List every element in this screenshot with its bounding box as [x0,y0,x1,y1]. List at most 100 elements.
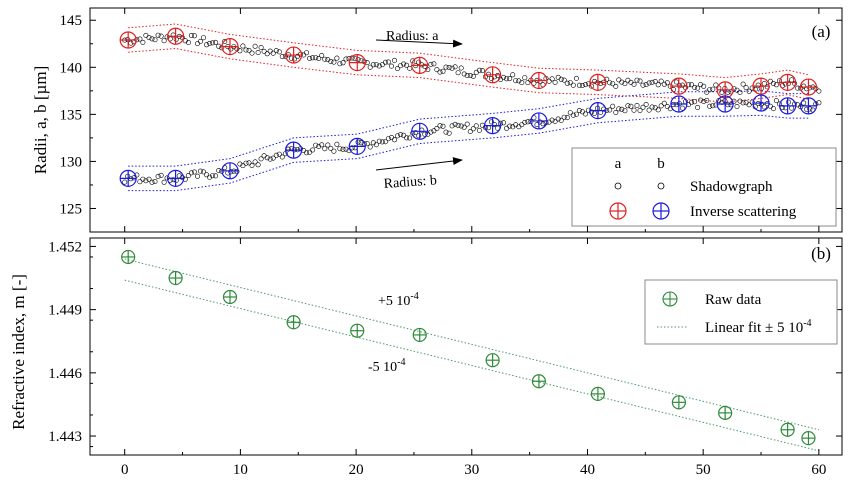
x-tick-label: 20 [349,462,364,478]
panel-b-y-tick-label: 1.446 [48,366,82,382]
shadowgraph-point-b [652,105,658,111]
raw-data-point [780,422,795,437]
radius-a-annotation: Radius: a [386,29,439,44]
shadowgraph-point-b [331,148,337,154]
shadowgraph-point-b [379,139,385,145]
panel-a-y-tick-label: 125 [60,201,83,217]
shadowgraph-point-a [455,70,461,76]
shadowgraph-point-b [376,138,382,144]
shadowgraph-point-b [413,130,419,136]
shadowgraph-point-b [313,142,319,148]
raw-data-point [590,386,605,402]
legend-shadowgraph-a-marker [614,182,622,190]
shadowgraph-point-a [516,78,522,84]
legend-col-b: b [657,156,665,172]
raw-data-point [350,323,365,338]
shadowgraph-point-b [204,172,210,178]
shadowgraph-point-a [634,77,640,83]
shadowgraph-point-a [155,32,161,38]
shadowgraph-point-b [328,145,334,151]
shadowgraph-point-b [640,104,646,110]
shadowgraph-point-a [149,36,155,42]
shadowgraph-point-a [679,82,685,88]
inverse-a-point [411,56,429,75]
shadowgraph-point-b [449,123,455,129]
shadowgraph-point-a [328,58,334,64]
shadowgraph-point-b [355,139,361,145]
shadowgraph-point-a [573,75,579,81]
shadowgraph-point-a [549,76,555,82]
shadowgraph-point-a [625,77,631,83]
shadowgraph-point-a [319,52,325,58]
shadowgraph-point-a [546,78,552,84]
shadowgraph-point-a [582,82,588,88]
shadowgraph-point-a [755,82,761,88]
inverse-b-point [530,112,548,130]
shadowgraph-point-a [140,39,146,45]
shadowgraph-point-a [801,83,807,89]
shadowgraph-point-b [507,123,513,129]
shadowgraph-point-b [270,155,276,161]
shadowgraph-point-a [246,47,252,53]
shadowgraph-point-a [291,56,297,62]
shadowgraph-point-b [149,179,155,185]
shadowgraph-point-b [304,150,310,156]
shadowgraph-point-a [331,59,337,65]
radius-b-arrow [375,157,463,171]
legend-fit-label: Linear fit ± 5 10-4 [705,318,812,336]
shadowgraph-point-b [631,107,637,113]
shadowgraph-point-b [540,121,546,127]
shadowgraph-point-b [207,174,213,180]
shadowgraph-point-a [495,73,501,79]
shadowgraph-point-a [382,59,388,65]
shadowgraph-point-a [692,84,698,90]
shadowgraph-point-a [404,62,410,68]
shadowgraph-point-b [185,173,191,179]
shadowgraph-point-b [440,123,446,129]
shadowgraph-point-b [522,119,528,125]
shadowgraph-point-a [522,75,528,81]
inverse-a-point [484,66,502,84]
shadowgraph-point-a [416,59,422,65]
shadowgraph-point-a [307,55,313,61]
shadowgraph-point-a [343,56,349,62]
shadowgraph-point-a [373,62,379,68]
x-tick-label: 10 [233,462,248,478]
panel-a: 125 130 135 140 145 Radii, a, b [µm] (a) Rad… [31,7,843,233]
legend-shadowgraph-label: Shadowgraph [690,179,773,195]
shadowgraph-point-a [367,64,373,70]
shadowgraph-point-a [688,82,694,88]
band-b-lower [128,114,809,192]
shadowgraph-point-b [607,107,613,113]
shadowgraph-point-b [455,122,461,128]
shadowgraph-point-a [785,80,791,86]
inverse-scattering-points [119,27,818,187]
panel-b-y-tick-label: 1.452 [48,239,82,255]
shadowgraph-point-b [340,146,346,152]
raw-data-points [121,249,816,446]
shadowgraph-point-a [391,57,397,63]
shadowgraph-point-a [795,85,801,91]
shadowgraph-point-a [652,79,658,85]
shadowgraph-point-b [785,99,791,105]
inverse-b-point [716,95,734,113]
shadowgraph-point-a [704,89,710,95]
inverse-b-point [670,95,688,113]
shadowgraph-point-a [619,79,625,85]
shadowgraph-point-b [213,173,219,179]
shadowgraph-point-b [264,155,270,161]
shadowgraph-point-b [416,133,422,139]
panel-b-y-tick-label: 1.449 [48,303,82,319]
shadowgraph-point-b [307,149,313,155]
shadowgraph-point-b [443,129,449,135]
shadowgraph-point-a [370,62,376,68]
shadowgraph-point-b [504,125,510,131]
shadowgraph-point-b [228,169,234,175]
inverse-a-point [589,73,607,91]
shadowgraph-point-b [613,110,619,116]
shadowgraph-point-a [649,79,655,85]
shadowgraph-point-b [501,120,507,126]
shadowgraph-point-b [385,136,391,142]
shadowgraph-point-a [576,82,582,88]
shadowgraph-point-a [631,81,637,87]
